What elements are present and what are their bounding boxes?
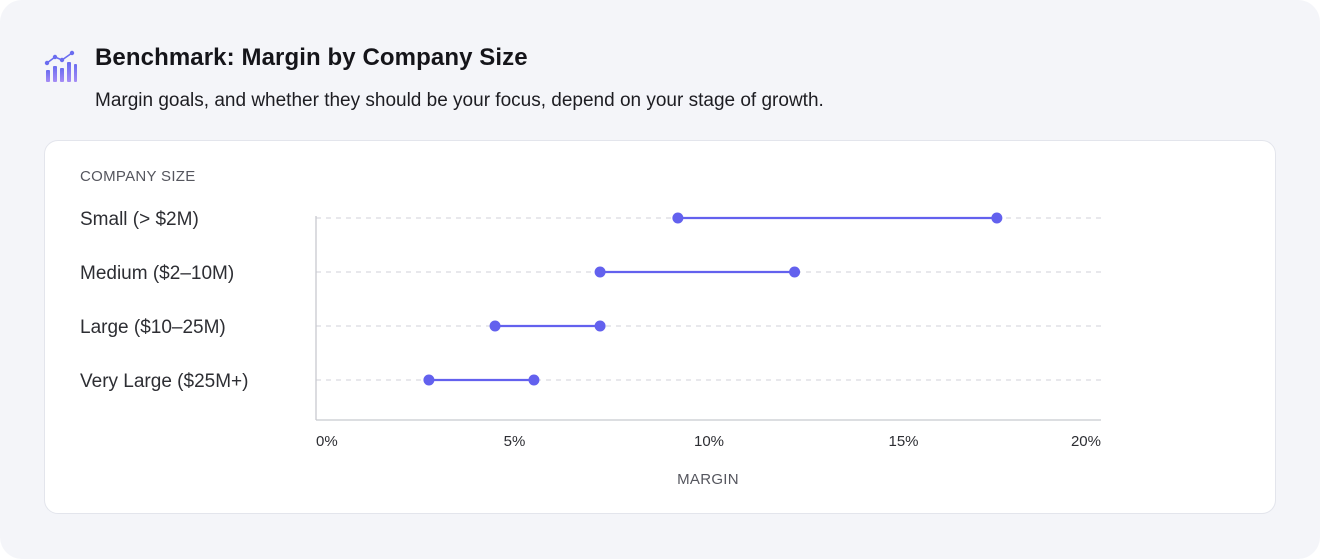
category-label: Large ($10–25M) xyxy=(80,317,226,338)
x-tick-label: 10% xyxy=(694,433,724,450)
range-low-point xyxy=(489,320,501,332)
chart-title: Benchmark: Margin by Company Size xyxy=(95,44,528,71)
chart-card: COMPANY SIZE Small (> $2M) Medium ($2–10M… xyxy=(44,140,1276,514)
bar-chart-trend-icon xyxy=(44,50,77,82)
x-tick-label: 0% xyxy=(316,433,338,450)
range-low-point xyxy=(672,212,684,224)
x-tick-labels: 0% 5% 10% 15% 20% xyxy=(316,433,1101,450)
grid-layer xyxy=(316,217,1101,381)
category-label: Very Large ($25M+) xyxy=(80,371,248,392)
dumbbell-chart: COMPANY SIZE Small (> $2M) Medium ($2–10M… xyxy=(80,168,1101,488)
x-tick-label: 15% xyxy=(888,433,918,450)
x-axis-title: MARGIN xyxy=(677,471,739,488)
y-axis-title: COMPANY SIZE xyxy=(80,168,196,185)
x-tick-label: 5% xyxy=(504,433,526,450)
x-tick-label: 20% xyxy=(1071,433,1101,450)
category-labels: Small (> $2M) Medium ($2–10M) Large ($10–2… xyxy=(80,209,248,392)
range-marks xyxy=(423,212,1003,386)
range-low-point xyxy=(423,374,435,386)
range-high-point xyxy=(991,212,1003,224)
range-high-point xyxy=(528,374,540,386)
chart-subtitle: Margin goals, and whether they should be… xyxy=(95,90,824,111)
range-low-point xyxy=(594,266,606,278)
range-high-point xyxy=(789,266,801,278)
category-label: Medium ($2–10M) xyxy=(80,263,234,284)
range-high-point xyxy=(594,320,606,332)
category-label: Small (> $2M) xyxy=(80,209,199,230)
